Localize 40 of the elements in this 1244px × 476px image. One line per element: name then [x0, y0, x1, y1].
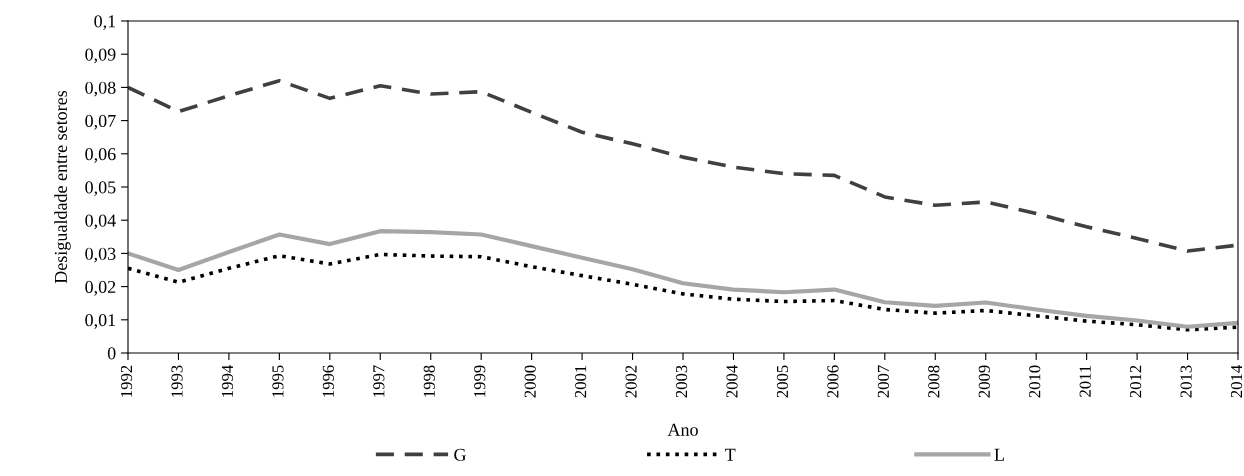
x-tick-label: 1992: [120, 365, 133, 397]
y-tick-label: 0,08: [85, 81, 116, 97]
x-tick-label: 2011: [1079, 365, 1091, 397]
x-tick-label: 2002: [625, 365, 637, 398]
x-tick-label: 2013: [1180, 365, 1192, 398]
y-tick-label: 0,03: [85, 247, 116, 263]
x-tick-label: 1999: [474, 365, 486, 397]
y-tick-label: 0,01: [85, 314, 116, 329]
x-tick-label: 1995: [272, 365, 284, 397]
legend-label: T: [725, 448, 736, 461]
x-tick-label: 2006: [827, 365, 839, 398]
x-tick-label: 2004: [726, 365, 738, 398]
x-tick-label: 1994: [221, 365, 234, 397]
x-axis-title: Ano: [667, 423, 698, 436]
legend-label: L: [994, 448, 1004, 461]
x-tick-label: 1998: [423, 365, 435, 397]
x-tick-label: 1997: [373, 365, 385, 397]
x-tick-label: 2014: [1230, 365, 1243, 398]
x-tick-label: 2005: [776, 365, 789, 398]
line-series: [128, 229, 1238, 329]
y-tick-label: 0: [107, 347, 116, 360]
y-tick-label: 0,02: [85, 280, 116, 296]
x-tick-label: 2012: [1130, 365, 1142, 398]
legend-label: G: [454, 448, 466, 461]
x-tick-label: 2007: [877, 365, 889, 398]
x-tick-label: 2000: [524, 365, 536, 398]
y-tick-label: 0,07: [85, 114, 116, 130]
y-tick-label: 0,1: [94, 15, 116, 31]
x-tick-label: 2009: [978, 365, 990, 398]
y-tick-label: 0,05: [85, 181, 116, 197]
x-tick-label: 1996: [322, 365, 334, 397]
y-tick-label: 0,04: [85, 214, 116, 230]
x-tick-label: 2003: [675, 365, 688, 398]
x-tick-label: 2001: [575, 365, 587, 398]
x-tick-label: 2010: [1029, 365, 1041, 398]
y-tick-label: 0,06: [85, 148, 116, 163]
x-tick-label: 1993: [171, 365, 183, 397]
y-tick-label: 0,09: [85, 48, 116, 64]
x-tick-label: 2008: [928, 365, 940, 398]
y-axis-title: Desigualdade entre setores: [54, 90, 71, 284]
